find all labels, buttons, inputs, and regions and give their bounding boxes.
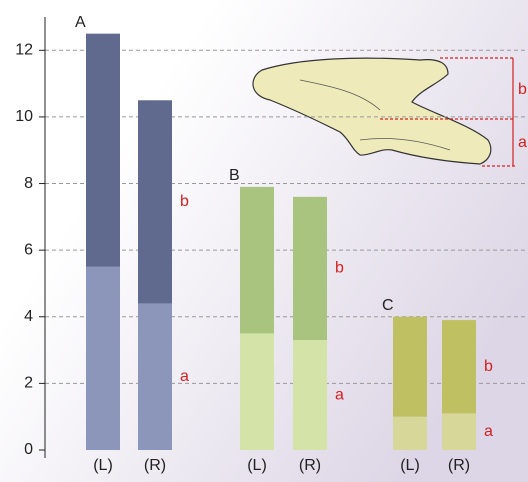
bar-segment [442,413,476,450]
x-tick-label: (R) [144,457,166,474]
y-tick-label: 2 [24,375,33,392]
y-tick-label: 12 [15,42,33,59]
bar-segment [138,100,172,303]
segment-label: a [484,423,493,440]
bar-segment [240,333,274,450]
y-tick-label: 8 [24,175,33,192]
bar-segment [393,317,427,417]
chart: b a 0 2 4 6 8 10 12 A (L) a b (R) B (L) a b (R) C (L) a b (R) [0,0,528,482]
x-tick-label: (L) [247,457,267,474]
bar-segment [86,34,120,267]
group-label: A [75,14,86,31]
group-label: B [229,167,240,184]
x-tick-label: (L) [93,457,113,474]
bar-segment [393,417,427,450]
bar-segment [240,187,274,334]
y-tick-label: 4 [24,308,33,325]
group-label: C [382,297,394,314]
bar-segment [86,267,120,450]
segment-label: b [484,358,493,375]
dimension-label: b [518,81,527,98]
segment-label: a [335,386,344,403]
y-tick-label: 0 [24,441,33,458]
y-tick-label: 6 [24,241,33,258]
y-tick-label: 10 [15,108,33,125]
segment-label: b [335,260,344,277]
x-tick-label: (L) [400,457,420,474]
bar-segment [293,197,327,340]
segment-label: b [180,193,189,210]
bar-segment [293,340,327,450]
dimension-label: a [518,134,527,151]
bar-segment [442,320,476,413]
bar-segment [138,303,172,450]
x-tick-label: (R) [299,457,321,474]
x-tick-label: (R) [448,457,470,474]
segment-label: a [180,368,189,385]
